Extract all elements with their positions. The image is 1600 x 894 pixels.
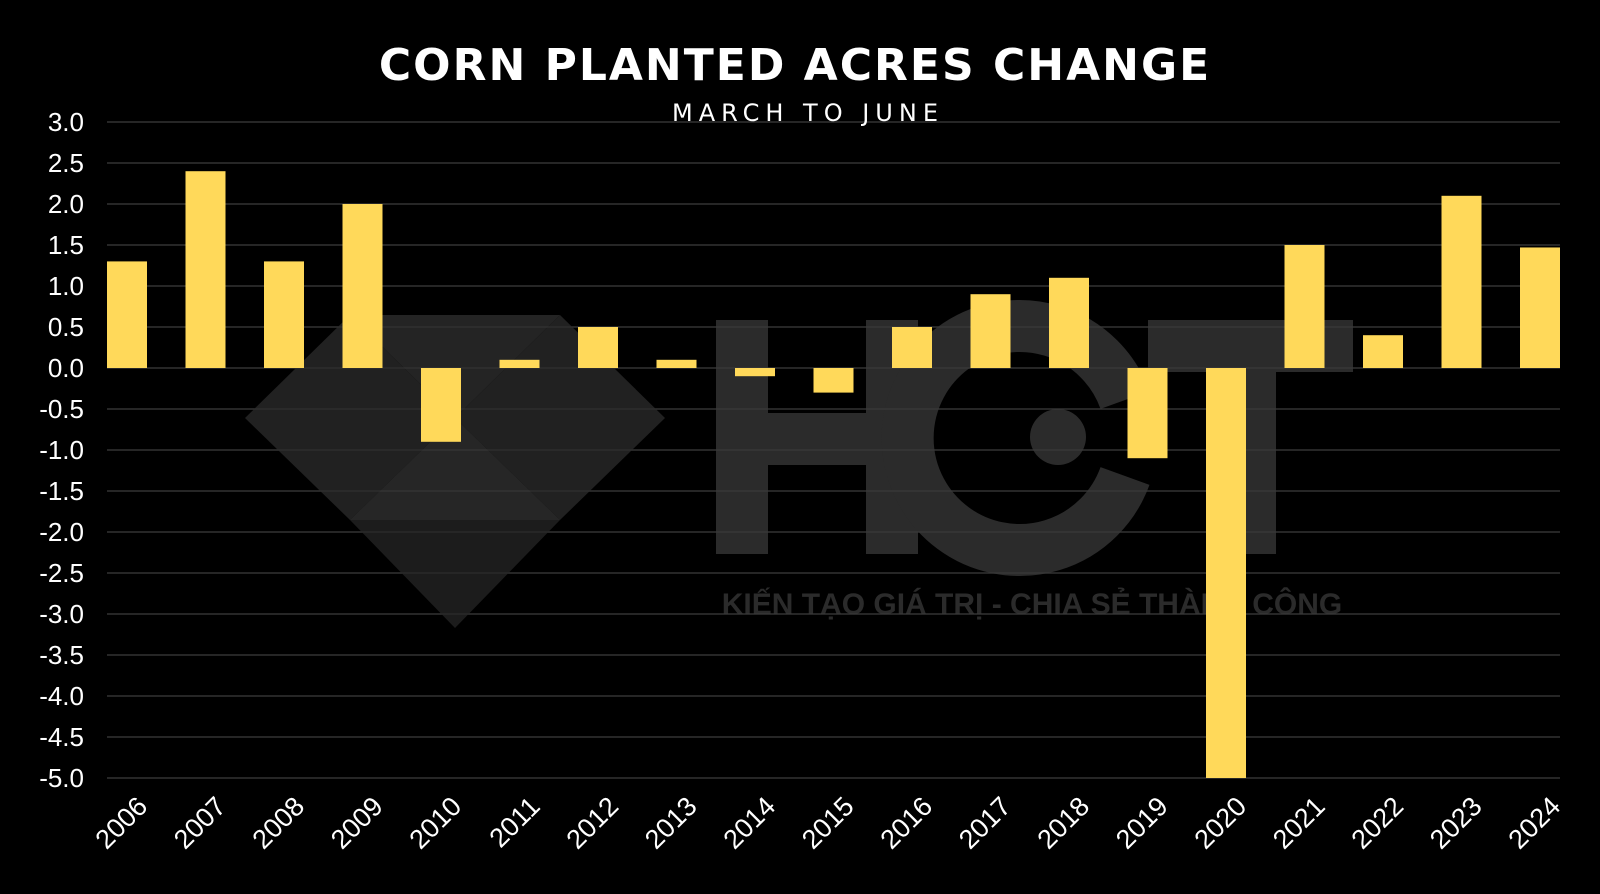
y-tick-label: -5.0 — [39, 763, 84, 793]
watermark-brand-logo — [716, 300, 1353, 576]
bar-2024 — [1520, 247, 1560, 368]
y-tick-label: 2.0 — [48, 189, 84, 219]
y-tick-label: -3.0 — [39, 599, 84, 629]
x-tick-label: 2016 — [875, 791, 939, 855]
bar-2013 — [656, 359, 697, 368]
y-tick-label: -2.5 — [39, 558, 84, 588]
bar-2012 — [578, 327, 618, 368]
y-tick-label: 2.5 — [48, 148, 84, 178]
bar-2016 — [892, 327, 932, 368]
y-tick-label: 0.0 — [48, 353, 84, 383]
x-tick-label: 2014 — [718, 791, 782, 855]
bar-2021 — [1284, 245, 1325, 368]
x-tick-label: 2011 — [483, 791, 545, 853]
diamond-logo-icon — [245, 315, 665, 628]
x-tick-label: 2017 — [953, 791, 1017, 855]
y-tick-label: -1.5 — [39, 476, 84, 506]
bar-2015 — [813, 368, 854, 393]
x-tick-label: 2007 — [168, 791, 232, 855]
bars — [107, 171, 1560, 778]
bar-2017 — [970, 294, 1011, 368]
x-tick-label: 2006 — [90, 791, 154, 855]
x-tick-label: 2012 — [561, 791, 625, 855]
bar-2014 — [735, 368, 775, 377]
x-tick-label: 2020 — [1189, 791, 1253, 855]
x-tick-label: 2008 — [247, 791, 311, 855]
x-tick-label: 2015 — [796, 791, 860, 855]
y-tick-label: -1.0 — [39, 435, 84, 465]
bar-2023 — [1441, 195, 1482, 368]
bar-2020 — [1206, 368, 1246, 778]
bar-2006 — [107, 261, 147, 368]
y-tick-label: 3.0 — [48, 107, 84, 137]
bar-2011 — [499, 359, 540, 368]
bar-2009 — [342, 204, 383, 368]
x-tick-label: 2018 — [1032, 791, 1096, 855]
chart-subtitle: MARCH TO JUNE — [672, 99, 944, 127]
x-tick-label: 2022 — [1346, 791, 1410, 855]
x-tick-label: 2009 — [325, 791, 389, 855]
x-tick-label: 2021 — [1267, 791, 1331, 855]
y-axis-ticks: 3.0 2.5 2.0 1.5 1.0 0.5 0.0 -0.5 -1.0 -1.5 -2.0 -2.… — [39, 107, 84, 793]
bar-2007 — [185, 171, 226, 368]
y-tick-label: -4.0 — [39, 681, 84, 711]
y-tick-label: 1.0 — [48, 271, 84, 301]
x-tick-label: 2023 — [1424, 791, 1488, 855]
x-tick-label: 2024 — [1503, 791, 1567, 855]
bar-2018 — [1049, 277, 1089, 368]
bar-2010 — [421, 368, 461, 442]
x-tick-label: 2010 — [404, 791, 468, 855]
y-tick-label: 0.5 — [48, 312, 84, 342]
bar-2019 — [1127, 368, 1168, 459]
watermark: KIẾN TẠO GIÁ TRỊ - CHIA SẺ THÀNH CÔNG — [245, 300, 1353, 628]
x-tick-label: 2019 — [1110, 791, 1174, 855]
y-tick-label: -0.5 — [39, 394, 84, 424]
chart-title: CORN PLANTED ACRES CHANGE — [379, 40, 1211, 91]
bar-2022 — [1363, 335, 1403, 368]
bar-2008 — [264, 261, 304, 368]
y-tick-label: -2.0 — [39, 517, 84, 547]
y-tick-label: -4.5 — [39, 722, 84, 752]
y-tick-label: 1.5 — [48, 230, 84, 260]
x-tick-label: 2013 — [639, 791, 703, 855]
y-tick-label: -3.5 — [39, 640, 84, 670]
x-axis-ticks: 2006 2007 2008 2009 2010 2011 2012 2013 2014 2015… — [90, 791, 1567, 855]
watermark-tagline: KIẾN TẠO GIÁ TRỊ - CHIA SẺ THÀNH CÔNG — [722, 587, 1343, 621]
